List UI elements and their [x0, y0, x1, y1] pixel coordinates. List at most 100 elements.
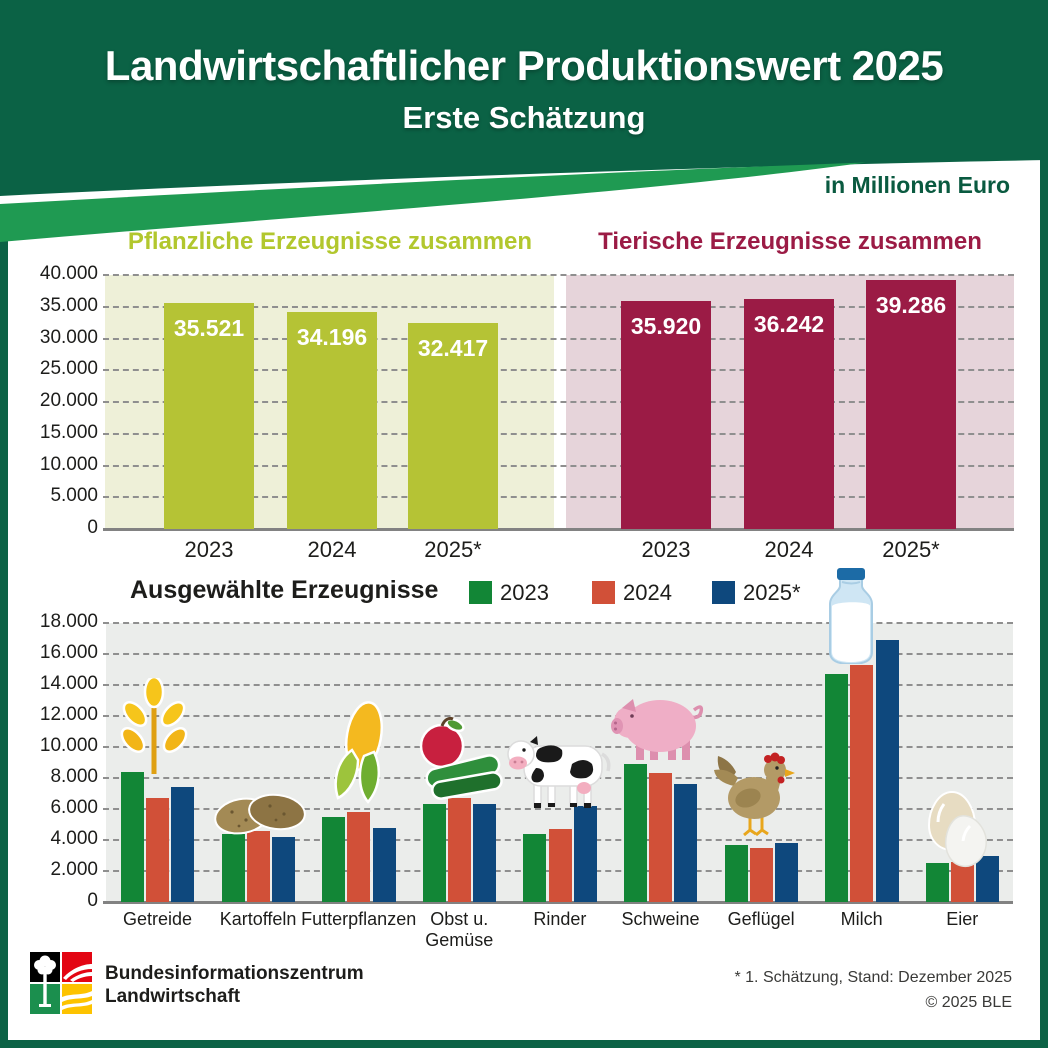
bar — [448, 798, 471, 902]
bar — [866, 279, 956, 529]
animals-chart-title: Tierische Erzeugnisse zusammen — [598, 228, 982, 255]
bar — [347, 812, 371, 902]
legend-label: 2024 — [623, 580, 672, 605]
ble-logo — [30, 952, 92, 1014]
y-axis-tick-label: 0 — [87, 517, 98, 538]
bar — [322, 816, 346, 902]
gridline — [103, 369, 1014, 372]
x-axis-tick-label: Obst u. Gemüse — [425, 909, 494, 950]
bar — [372, 827, 396, 902]
legend-swatch — [469, 581, 492, 604]
y-axis-tick-label: 18.000 — [39, 611, 98, 632]
footer-org-line1: Bundesinformationszentrum — [105, 963, 364, 984]
y-axis-tick-label: 8.000 — [50, 766, 98, 787]
x-axis-tick-label: Rinder — [533, 909, 587, 929]
y-axis-tick-label: 20.000 — [39, 390, 98, 411]
bar — [951, 861, 974, 902]
bar — [272, 836, 295, 902]
corn-icon — [334, 701, 384, 804]
y-axis-tick-label: 2.000 — [50, 859, 98, 880]
x-axis-tick-label: 2024 — [307, 537, 357, 562]
bar — [621, 300, 711, 529]
y-axis-tick-label: 0 — [87, 890, 98, 911]
bar — [749, 847, 773, 902]
footer-notes: * 1. Schätzung, Stand: Dezember 2025 © 2… — [612, 966, 1012, 1016]
bar — [523, 833, 547, 902]
y-axis-tick-label: 6.000 — [50, 797, 98, 818]
bar — [724, 844, 748, 902]
gridline — [103, 496, 1014, 499]
gridline — [103, 432, 1014, 435]
bar-value-label: 32.417 — [417, 335, 489, 362]
x-axis-tick-label: 2023 — [641, 537, 691, 562]
axis-baseline — [103, 901, 1013, 904]
bar-value-label: 35.521 — [173, 315, 245, 342]
gridline — [103, 305, 1014, 308]
y-axis-tick-label: 16.000 — [39, 642, 98, 663]
footnote: * 1. Schätzung, Stand: Dezember 2025 — [734, 969, 1012, 986]
selected-chart-title: Ausgewählte Erzeugnisse — [130, 576, 439, 604]
footer-org-line2: Landwirtschaft — [105, 986, 241, 1008]
bar-value-label: 39.286 — [875, 291, 947, 318]
bar — [925, 863, 949, 902]
legend-label: 2023 — [500, 580, 549, 605]
legend-swatch — [592, 581, 615, 604]
bar — [246, 830, 270, 902]
x-axis-tick-label: 2024 — [764, 537, 814, 562]
bar — [146, 798, 170, 902]
bar — [121, 771, 144, 902]
y-axis-tick-label: 15.000 — [39, 421, 98, 443]
legend-label: 2025* — [743, 580, 801, 605]
x-axis-tick-label: 2025* — [424, 537, 482, 562]
plants-chart-title: Pflanzliche Erzeugnisse zusammen — [127, 228, 533, 255]
y-axis-tick-label: 10.000 — [39, 735, 98, 756]
legend-swatch — [712, 581, 735, 604]
x-axis-tick-label: Schweine — [621, 909, 700, 929]
bar-value-label: 34.196 — [296, 323, 368, 350]
x-axis-tick-label: Kartoffeln — [219, 909, 297, 929]
bar — [825, 674, 849, 902]
bar — [624, 764, 647, 902]
bar — [875, 640, 899, 902]
bar — [473, 804, 497, 902]
x-axis-tick-label: Milch — [840, 909, 883, 929]
bar — [422, 804, 446, 902]
bar — [548, 829, 572, 902]
cow-icon — [507, 736, 611, 808]
bar — [408, 323, 498, 529]
potatoes-icon — [214, 793, 306, 835]
fruit-vegetables-icon — [419, 716, 503, 800]
gridline — [103, 274, 1014, 276]
x-axis-tick-label: 2025* — [882, 537, 940, 562]
x-axis-tick-label: 2023 — [184, 537, 234, 562]
border-right — [1040, 158, 1048, 1048]
bar — [850, 664, 874, 902]
y-axis-tick-label: 35.000 — [39, 294, 98, 316]
y-axis-tick-label: 40.000 — [39, 263, 98, 284]
bar — [573, 805, 597, 902]
x-axis-tick-label: Getreide — [122, 909, 193, 929]
header-swoosh — [0, 0, 1048, 242]
gridline — [103, 684, 1013, 686]
bar — [171, 787, 195, 902]
pig-icon — [611, 699, 704, 760]
gridline — [103, 808, 1013, 810]
wheat-icon — [120, 678, 188, 774]
chicken-icon — [714, 752, 795, 837]
gridline — [103, 622, 1013, 624]
bar — [744, 298, 834, 529]
bar — [649, 773, 673, 902]
y-axis-tick-label: 14.000 — [39, 673, 98, 694]
gridline — [103, 464, 1014, 467]
y-axis-tick-label: 10.000 — [39, 453, 98, 475]
copyright: © 2025 BLE — [925, 993, 1012, 1011]
bar — [287, 311, 377, 529]
bar — [221, 833, 245, 902]
axis-baseline — [103, 528, 1014, 531]
bar — [164, 303, 254, 529]
bar — [976, 855, 1000, 902]
gridline — [103, 653, 1013, 655]
bar-value-label: 35.920 — [630, 312, 702, 339]
border-bottom — [0, 1040, 1048, 1048]
